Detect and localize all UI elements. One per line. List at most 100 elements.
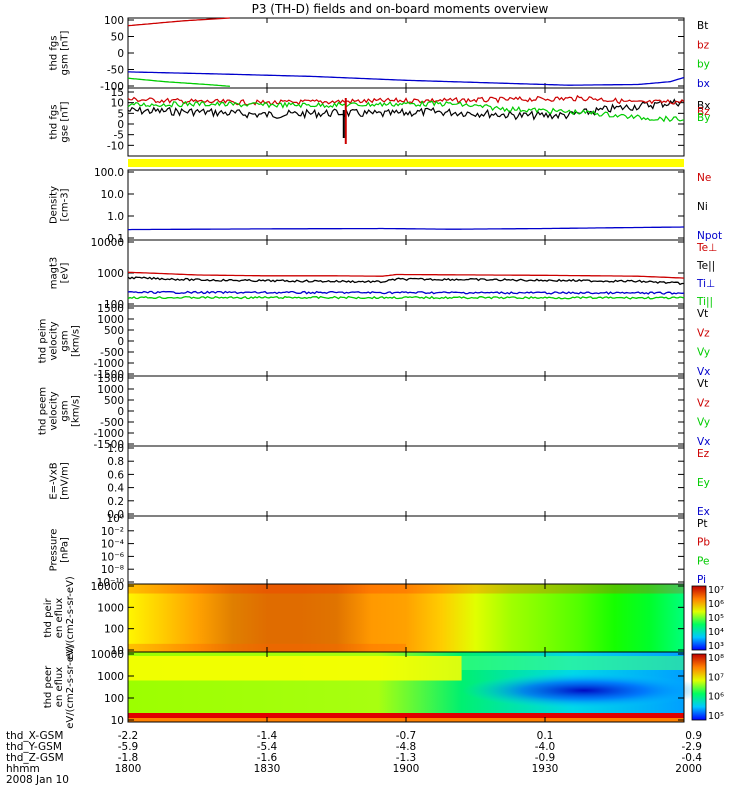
date-label: 2008 Jan 10 <box>6 774 69 786</box>
ephemeris-value: -0.7 <box>396 730 417 742</box>
y-axis-label-line: magt3 <box>49 257 60 290</box>
legend-black: Vt <box>697 308 708 320</box>
y-axis-label: Density [cm-3] <box>49 186 71 224</box>
y-tick-label: 10.0 <box>101 189 124 201</box>
y-axis-label: thd fgs gse [nT] <box>49 101 71 142</box>
ephem-label-hhmm: hhmm <box>6 763 40 775</box>
y-tick-label: 1500 <box>97 303 124 315</box>
y-tick-label: 0.1 <box>107 233 124 245</box>
ephemeris-value: -4.0 <box>535 741 556 753</box>
y-axis-label-line: thd peim <box>38 319 49 364</box>
ephemeris-value: 1900 <box>393 763 420 775</box>
ion-spectrogram <box>128 584 684 652</box>
legend-black: Vt <box>697 378 708 390</box>
y-tick-label: 100.0 <box>94 167 124 179</box>
y-tick-label: 0.0 <box>107 509 124 521</box>
electron-low-flux-region <box>461 673 707 708</box>
y-axis-label-line: thd peir <box>43 598 54 638</box>
legend-red: bz <box>697 39 710 51</box>
colorbar-tick-label: 10⁴ <box>708 627 724 638</box>
legend-black: Pt <box>697 518 707 530</box>
y-tick-label: -5 <box>114 130 124 142</box>
ephemeris-value: -2.2 <box>118 730 139 742</box>
y-axis-label: thd peir en eflux eV/(cm2-s-sr-eV) <box>43 576 76 660</box>
y-tick-label: 0.4 <box>107 483 124 495</box>
panel-2: 100.0 10.0 1.0 0.1 Density [cm-3] Ne Ni Npot <box>49 167 723 245</box>
y-tick-label: 10⁻⁴ <box>101 539 124 551</box>
panel-0: 100 50 0 -50 -100 thd fgs gsm [nT] Bt bz by bx <box>49 15 710 93</box>
legend-blue: Vx <box>697 436 710 448</box>
ephemeris-value: -5.4 <box>257 741 278 753</box>
y-tick-label: 0 <box>117 336 124 348</box>
y-tick-label: 50 <box>111 32 124 44</box>
y-tick-label: -1500 <box>93 439 124 451</box>
y-tick-label: 0.6 <box>107 469 124 481</box>
ephemeris-block: thd_X-GSM thd_Y-GSM thd_Z-GSM hhmm 2008 … <box>6 730 702 786</box>
y-tick-label: 1000 <box>97 384 124 396</box>
y-axis-label-line: Density <box>49 186 60 224</box>
y-tick-label: 10⁻² <box>101 526 124 538</box>
y-axis-label-line: velocity <box>49 391 60 430</box>
y-tick-label: 10⁻¹⁰ <box>97 577 124 589</box>
y-axis-label-line: [nPa] <box>60 537 71 563</box>
panel-8: 10⁷ 10⁶ 10⁵ 10⁴ 10³ 10000 1000 100 10 thd peir en … <box>43 576 724 660</box>
y-tick-label: 100 <box>104 693 124 705</box>
y-tick-label: -500 <box>100 417 124 429</box>
y-tick-label: 10 <box>111 715 124 727</box>
panel-frame <box>127 239 685 307</box>
y-axis-label-line: thd fgs <box>49 105 60 140</box>
series-line-black <box>127 98 685 121</box>
y-tick-label: 1500 <box>97 373 124 385</box>
legend-green: By <box>697 112 710 124</box>
y-axis-label-line: [km/s] <box>71 325 82 357</box>
y-axis-label: magt3 [eV] <box>49 257 71 290</box>
y-tick-label: -1000 <box>93 358 124 370</box>
ephemeris-value: 0.1 <box>537 730 554 742</box>
series-line-red <box>127 94 685 106</box>
y-axis-label-line: gse [nT] <box>60 101 71 142</box>
panel-frame <box>127 17 685 89</box>
y-axis-label: thd peer en eflux eV/(cm2-s-sr-eV) <box>43 645 76 729</box>
legend-black: Te|| <box>696 260 715 272</box>
colorbar-tick-label: 10⁵ <box>708 711 724 722</box>
colorbar-tick-label: 10⁵ <box>708 613 724 624</box>
y-axis-label-line: [eV] <box>60 263 71 284</box>
panel-6: 1.00.80.6 0.40.20.0 E=-VxB [mV/m] Ez Ey Ex <box>49 443 710 521</box>
y-tick-label: 10000 <box>91 649 124 661</box>
legend-red: Te⊥ <box>696 242 717 254</box>
electron-spectrogram-upper-band <box>128 656 462 681</box>
legend-red: Vz <box>697 397 710 409</box>
series-line-green <box>127 100 685 123</box>
y-tick-label: 100 <box>104 299 124 311</box>
ephemeris-value: 2000 <box>675 763 702 775</box>
y-tick-label: 500 <box>104 395 124 407</box>
ephem-label-x: thd_X-GSM <box>6 730 63 742</box>
colorbar-tick-label: 10³ <box>708 641 724 652</box>
y-tick-label: -1000 <box>93 428 124 440</box>
y-axis-label-line: [mV/m] <box>60 462 71 500</box>
electron-spectrogram-upper-band-late <box>461 656 684 670</box>
y-axis-label-line: [km/s] <box>71 395 82 427</box>
colorbar <box>691 653 707 721</box>
y-axis-label-line: Pressure <box>49 529 60 572</box>
y-tick-label: 10⁻⁸ <box>101 564 124 576</box>
colorbar-tick-label: 10⁷ <box>708 585 724 596</box>
y-tick-label: 1.0 <box>107 443 124 455</box>
ephemeris-value: 1830 <box>254 763 281 775</box>
y-axis-label-line: velocity <box>49 321 60 360</box>
legend-red: Ez <box>697 448 710 460</box>
series-line-blue <box>127 290 685 295</box>
legend-red: Ne <box>697 172 711 184</box>
legend-red: Pb <box>697 537 710 549</box>
y-tick-label: -50 <box>107 65 124 77</box>
colorbar-tick-label: 10⁷ <box>708 672 724 683</box>
y-tick-label: 10⁰ <box>106 513 124 525</box>
panel-frame <box>127 305 685 377</box>
y-axis-label-line: eV/(cm2-s-sr-eV) <box>65 576 76 660</box>
y-axis-label-line: gsm <box>60 400 71 421</box>
